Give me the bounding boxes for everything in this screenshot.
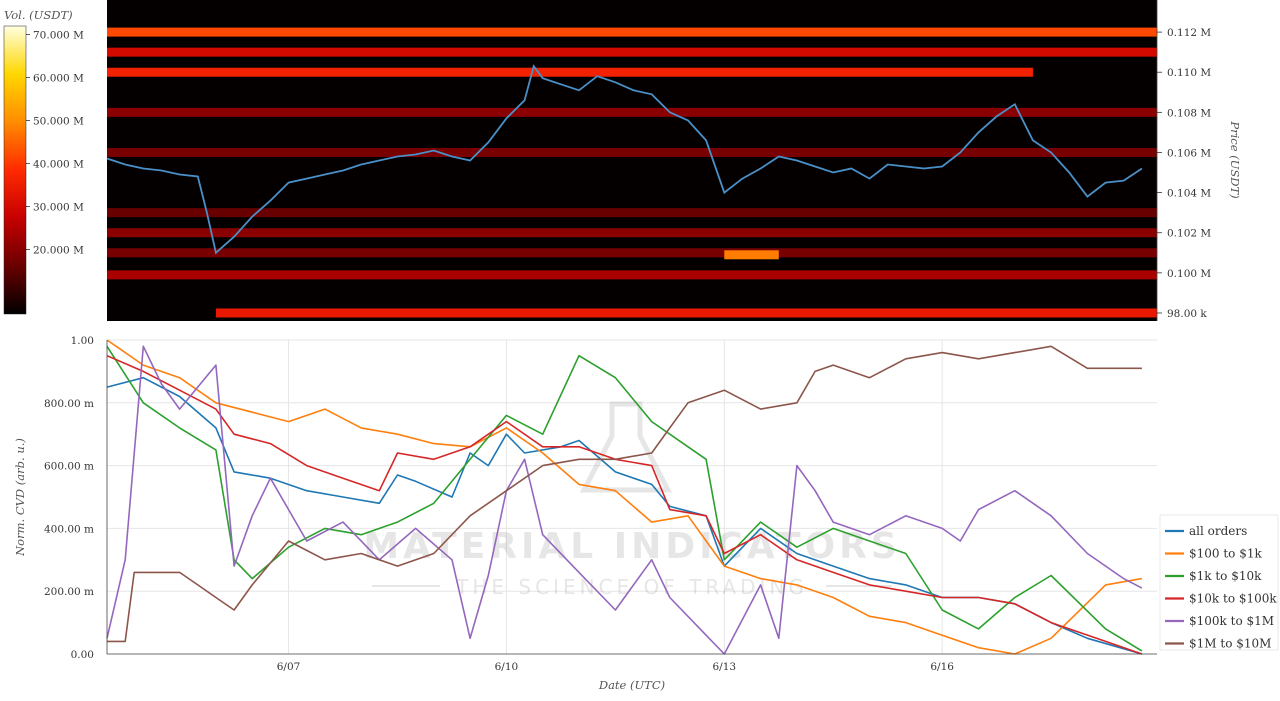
legend-item-label: $1M to $10M xyxy=(1189,637,1271,651)
price-tick-label: 0.102 M xyxy=(1167,228,1211,240)
liquidity-band xyxy=(107,67,1033,77)
liquidity-band xyxy=(107,248,1157,258)
liquidity-band xyxy=(107,147,1157,157)
cvd-x-tick-label: 6/10 xyxy=(495,661,519,673)
cvd-y-tick-label: 1.00 xyxy=(71,335,94,347)
cvd-y-tick-label: 0.00 xyxy=(71,649,94,661)
colorbar: Vol. (USDT) 70.000 M 60.000 M 50.000 M 40.0… xyxy=(3,8,84,315)
colorbar-tick-label: 50.000 M xyxy=(33,116,84,128)
price-tick-label: 98.00 k xyxy=(1167,308,1207,320)
cvd-series-line xyxy=(107,345,1142,643)
price-line xyxy=(106,64,1143,255)
liquidity-band xyxy=(107,228,1157,238)
cvd-gridlines xyxy=(107,339,1157,655)
price-axis: 0.112 M 0.110 M 0.108 M 0.106 M 0.104 M 0.102… xyxy=(1156,0,1242,321)
watermark-tagline: THE SCIENCE OF TRADING xyxy=(455,575,808,599)
price-tick-label: 0.108 M xyxy=(1167,107,1211,119)
cvd-y-tick-label: 200.00 m xyxy=(44,586,94,598)
price-tick-label: 0.104 M xyxy=(1167,188,1211,200)
legend-item-label: $100 to $1k xyxy=(1189,547,1262,561)
cvd-series-lines xyxy=(106,339,1143,655)
liquidity-band xyxy=(107,27,1157,37)
legend-item-label: $100k to $1M xyxy=(1189,614,1274,628)
colorbar-ticks: 70.000 M 60.000 M 50.000 M 40.000 M 30.000 M… xyxy=(26,30,84,257)
heatmap-plot xyxy=(106,0,1157,321)
legend-item-label: all orders xyxy=(1189,524,1247,538)
cvd-series-line xyxy=(106,345,1143,655)
cvd-x-axis-title: Date (UTC) xyxy=(598,678,665,692)
liquidity-band xyxy=(107,208,1157,218)
cvd-x-tick-label: 6/07 xyxy=(277,661,301,673)
liquidity-band xyxy=(215,308,1157,318)
cvd-series-line xyxy=(106,376,1143,655)
colorbar-tick-label: 30.000 M xyxy=(33,202,84,214)
cvd-series-line xyxy=(106,345,1143,652)
price-tick-label: 0.112 M xyxy=(1167,27,1211,39)
price-line-path xyxy=(106,64,1143,255)
cvd-y-ticks: 1.00 800.00 m 600.00 m 400.00 m 200.00 m 0.00 xyxy=(44,335,94,661)
price-tick-label: 0.100 M xyxy=(1167,268,1211,280)
heatmap-bands xyxy=(107,27,1157,318)
colorbar-tick-label: 40.000 M xyxy=(33,159,84,171)
liquidity-band xyxy=(107,270,1157,280)
colorbar-tick-label: 70.000 M xyxy=(33,30,84,42)
colorbar-gradient xyxy=(3,25,27,315)
cvd-x-tick-label: 6/16 xyxy=(930,661,954,673)
cvd-series-line xyxy=(106,339,1143,655)
flask-logo-icon xyxy=(579,401,673,493)
price-axis-title: Price (USDT) xyxy=(1228,120,1242,198)
cvd-x-ticks: 6/07 6/10 6/13 6/16 xyxy=(277,661,955,673)
cvd-plot-background xyxy=(107,340,1157,654)
colorbar-tick-label: 20.000 M xyxy=(33,245,84,257)
colorbar-title: Vol. (USDT) xyxy=(4,8,73,22)
liquidity-band xyxy=(107,47,1157,57)
cvd-y-axis-title: Norm. CVD (arb. u.) xyxy=(13,438,27,557)
cvd-y-tick-label: 400.00 m xyxy=(44,523,94,535)
price-tick-label: 0.110 M xyxy=(1167,67,1211,79)
cvd-legend: all orders $100 to $1k $1k to $10k $10k to … xyxy=(1159,514,1279,651)
liquidity-band xyxy=(724,250,779,260)
price-tick-label: 0.106 M xyxy=(1167,147,1211,159)
legend-item-label: $10k to $100k xyxy=(1189,592,1277,606)
legend-item-label: $1k to $10k xyxy=(1189,569,1262,583)
cvd-panel: MATERIAL INDICATORS THE SCIENCE OF TRADI… xyxy=(13,335,1279,692)
liquidity-band xyxy=(107,107,1157,117)
price-axis-ticks: 0.112 M 0.110 M 0.108 M 0.106 M 0.104 M 0.102… xyxy=(1157,27,1211,320)
cvd-x-tick-label: 6/13 xyxy=(712,661,736,673)
colorbar-tick-label: 60.000 M xyxy=(33,73,84,85)
legend-box xyxy=(1159,514,1279,651)
cvd-y-tick-label: 800.00 m xyxy=(44,398,94,410)
cvd-y-tick-label: 600.00 m xyxy=(44,461,94,473)
